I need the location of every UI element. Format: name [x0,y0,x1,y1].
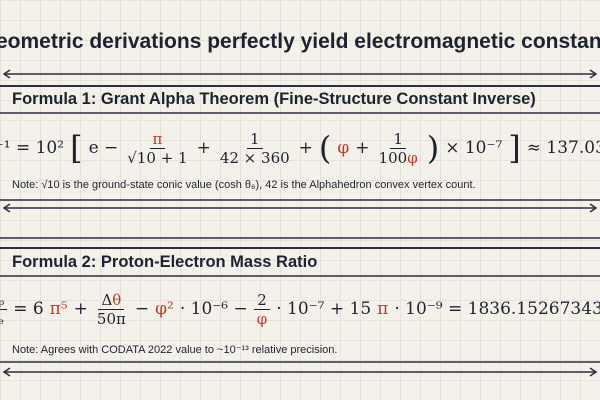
denominator: φ [254,310,271,328]
formula-text: · 10⁻⁹ = 1836.15267343... [394,299,600,319]
denominator: 50π [94,310,129,328]
section-heading: Formula 1: Grant Alpha Theorem (Fine-Str… [12,90,536,108]
bracket: ) [426,129,440,167]
formula-text: θ [112,290,122,309]
bracket: [ [70,129,83,167]
bracket: ] [508,129,521,167]
formula-text: π⁵ [49,299,68,319]
formula: α⁻¹ = 10²[e −π√10 + 1+142 × 360+(φ+1100φ… [0,128,600,168]
denominator: 100φ [376,149,421,167]
formula-text: 100 [378,148,408,167]
formula-text: + [196,138,211,158]
formula-text: 2 [257,290,267,309]
formula-text: + [355,138,370,158]
section-heading: Formula 2: Proton-Electron Mass Ratio [12,253,318,271]
fraction: 1 42 × 360 [217,130,293,167]
formula-text: 1 [249,129,260,148]
formula-text: φ [256,309,268,328]
formula-text: Δ [101,290,113,309]
numerator: Δθ [98,290,125,310]
fraction: 1 100φ [376,130,421,167]
formula-text: π [377,299,389,319]
formula-text: mₑ [0,309,5,328]
formula-text: φ [407,148,418,167]
formula-text: 50π [96,309,126,328]
formula-text: · 10⁻⁶ − [179,299,248,319]
formula-text: √10 + 1 [127,148,188,167]
formula-text: + [73,299,88,319]
fraction: π √10 + 1 [124,130,190,167]
formula-text: 42 × 360 [219,148,290,167]
denominator: 42 × 360 [217,149,293,167]
formula-text: 1 [393,129,403,148]
numerator: π [149,129,166,149]
formula-text: mₚ [0,290,5,309]
formula-text: α⁻¹ = 10² [0,138,65,158]
note: Note: Agrees with CODATA 2022 value to ~… [12,344,338,356]
bracket: ( [318,129,332,167]
formula-text: π [152,129,163,148]
numerator: mₚ [0,290,8,310]
formula-text: φ [337,138,350,158]
formula-text: − [134,299,150,319]
fraction: mₚmₑ [0,290,8,328]
denominator: √10 + 1 [124,149,190,167]
formula-text: + [298,138,313,158]
numerator: 2 [254,291,270,310]
formula-text: × 10⁻⁷ [445,138,503,158]
formula-text: φ² [155,299,174,319]
formula-text: = 6 [13,299,44,319]
formula-text: e − [88,138,119,158]
denominator: mₑ [0,310,7,328]
formula-text: ≈ 137.036 [526,138,600,158]
numerator: 1 [390,130,406,149]
formula-text: · 10⁻⁷ + 15 [276,299,372,319]
fraction: Δθ 50π [94,291,129,328]
title: Geometric derivations perfectly yield el… [0,30,600,53]
numerator: 1 [246,129,263,149]
note: Note: √10 is the ground-state conic valu… [12,179,476,191]
